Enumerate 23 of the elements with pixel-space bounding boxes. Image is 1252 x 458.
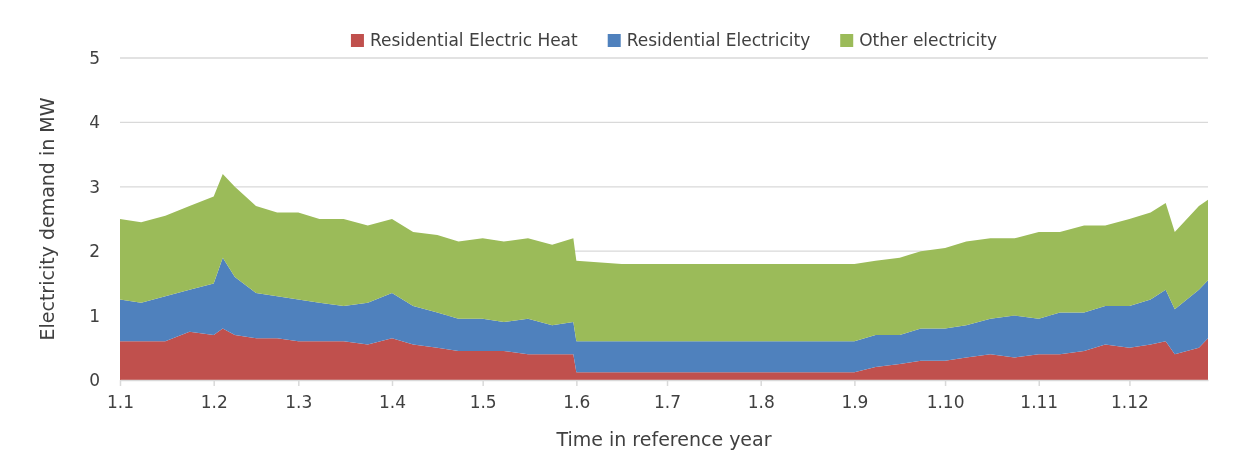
x-tick-label: 1.5 [469,391,497,412]
x-tick-label: 1.1 [106,391,135,412]
legend-label: Residential Electric Heat [369,30,579,50]
x-tick-label: 1.8 [747,391,775,412]
y-tick-label: 4 [89,112,100,133]
x-tick-label: 1.12 [1110,391,1149,412]
x-tick-label: 1.4 [378,391,407,412]
x-tick-label: 1.3 [285,391,313,412]
x-tick-label: 1.10 [926,391,965,412]
y-tick-label: 1 [89,305,100,326]
y-axis-title: Electricity demand in MW [36,97,58,341]
x-tick-label: 1.2 [200,391,228,412]
x-tick-label: 1.6 [563,391,591,412]
legend-label: Residential Electricity [626,30,811,50]
x-tick-label: 1.7 [654,391,682,412]
y-tick-label: 2 [89,241,100,262]
y-tick-label: 3 [89,176,100,197]
x-axis-title: Time in reference year [555,428,772,450]
x-tick-label: 1.11 [1020,391,1059,412]
legend-label: Other electricity [859,30,998,50]
y-tick-label: 5 [89,47,100,68]
y-tick-label: 0 [89,369,100,390]
x-tick-label: 1.9 [841,391,869,412]
